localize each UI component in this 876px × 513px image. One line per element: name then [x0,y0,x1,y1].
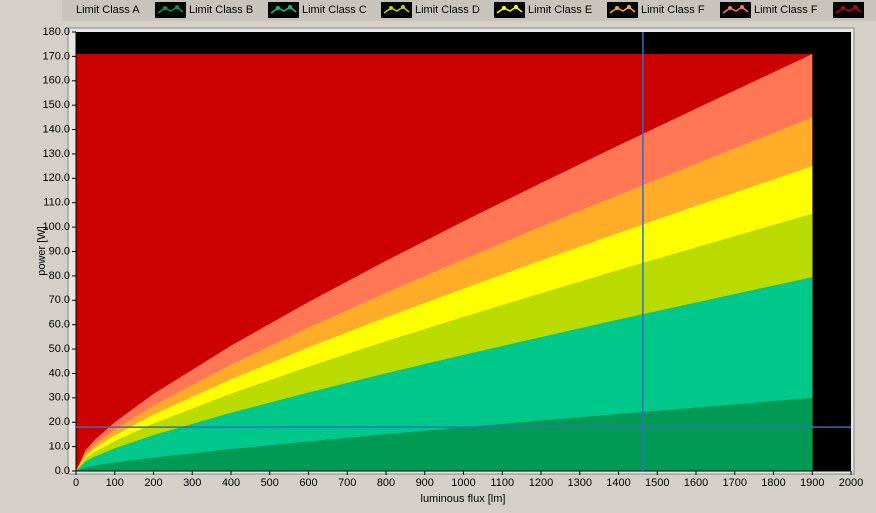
legend-label: Limit Class B [189,4,253,16]
legend-icon-marker [514,5,518,9]
y-tick-label: 160.0 [42,75,70,87]
legend-icon-marker [853,5,857,9]
y-tick-label: 140.0 [42,123,70,135]
legend-icon-line [270,6,297,14]
y-tick-label: 20.0 [49,416,70,428]
y-tick-label: 170.0 [42,50,70,62]
legend-icon-marker [728,6,732,10]
legend-label: Limit Class A [76,4,140,16]
y-tick-label: 100.0 [42,221,70,233]
legend-icon-marker [841,6,845,10]
x-tick-label: 200 [144,477,162,489]
x-tick-label: 1900 [800,477,824,489]
legend-strip [62,0,876,21]
x-tick-label: 1000 [451,477,475,489]
x-tick-label: 500 [261,477,279,489]
legend-icon-marker [615,6,619,10]
y-tick-label: 130.0 [42,148,70,160]
y-tick-label: 150.0 [42,99,70,111]
legend-label: Limit Class E [528,4,592,16]
x-axis-label: luminous flux [lm] [421,493,506,505]
x-tick-label: 600 [299,477,317,489]
x-tick-label: 1200 [529,477,553,489]
y-tick-label: 80.0 [49,270,70,282]
x-tick-label: 0 [73,477,79,489]
y-tick-label: 50.0 [49,343,70,355]
legend-icon-marker [502,6,506,10]
x-tick-label: 1300 [568,477,592,489]
x-tick-label: 700 [338,477,356,489]
legend-icon-marker [740,5,744,9]
y-axis-label: power [W] [36,226,48,276]
legend-icon-marker [389,6,393,10]
legend-label: Limit Class F [641,4,705,16]
legend-icon-marker [163,6,167,10]
y-tick-label: 90.0 [49,245,70,257]
x-tick-label: 1100 [490,477,514,489]
legend-icon-marker [276,6,280,10]
x-tick-label: 2000 [839,477,863,489]
x-tick-label: 900 [416,477,434,489]
x-tick-label: 1400 [606,477,630,489]
legend-icon-line [383,6,410,14]
y-tick-label: 30.0 [49,392,70,404]
y-tick-label: 70.0 [49,294,70,306]
legend-icon-marker [175,5,179,9]
x-tick-label: 1500 [645,477,669,489]
legend-label: Limit Class F [754,4,818,16]
y-tick-label: 60.0 [49,319,70,331]
y-tick-label: 0.0 [55,465,70,477]
legend-icon-marker [401,5,405,9]
x-tick-label: 300 [183,477,201,489]
y-tick-label: 120.0 [42,172,70,184]
legend-label: Limit Class D [415,4,480,16]
x-tick-label: 800 [377,477,395,489]
legend-icon-line [722,6,749,14]
legend-icon-marker [288,5,292,9]
y-tick-label: 10.0 [49,441,70,453]
y-tick-label: 180.0 [42,26,70,38]
x-tick-label: 100 [106,477,124,489]
x-tick-label: 1800 [761,477,785,489]
legend-icon-marker [627,5,631,9]
legend-icon-line [157,6,184,14]
legend-icon-line [609,6,636,14]
x-tick-label: 1700 [723,477,747,489]
limit-area [76,397,813,471]
y-tick-label: 110.0 [43,197,70,209]
x-tick-label: 400 [222,477,240,489]
legend-icon-line [835,6,862,14]
legend-label: Limit Class C [302,4,367,16]
y-tick-label: 40.0 [49,367,70,379]
legend-icon-line [496,6,523,14]
x-tick-label: 1600 [684,477,708,489]
